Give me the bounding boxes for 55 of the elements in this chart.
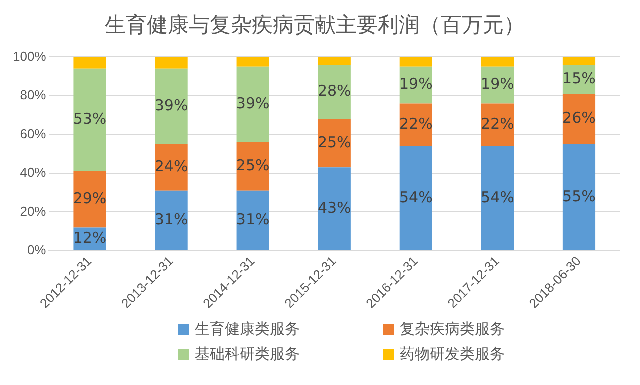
bar <box>236 142 270 191</box>
bar <box>155 68 188 144</box>
legend-label: 生育健康类服务 <box>195 320 300 339</box>
data-label: 19% <box>399 75 433 94</box>
bar <box>481 57 514 67</box>
bar <box>155 57 188 69</box>
data-label: 28% <box>318 82 352 100</box>
data-label: 53% <box>73 110 107 128</box>
bar <box>74 172 106 228</box>
legend-label: 药物研发类服务 <box>400 345 505 364</box>
bar <box>236 190 270 250</box>
bar <box>236 57 270 67</box>
data-label: 43% <box>318 198 352 217</box>
data-label: 54% <box>481 188 514 206</box>
bar <box>318 168 351 250</box>
data-label: 55% <box>562 187 596 206</box>
bar <box>400 57 432 67</box>
data-label: 19% <box>481 75 514 94</box>
y-tick-label: 20% <box>20 204 47 219</box>
data-label: 25% <box>236 156 270 175</box>
legend-label: 基础科研类服务 <box>195 345 300 364</box>
bar <box>74 68 106 172</box>
chart-title: 生育健康与复杂疾病贡献主要利润（百万元） <box>105 13 525 38</box>
y-tick-label: 40% <box>20 165 47 180</box>
bar <box>400 104 432 146</box>
bar <box>318 119 351 168</box>
bar <box>562 94 596 144</box>
bar <box>562 57 596 65</box>
data-label: 31% <box>154 210 188 229</box>
data-label: 12% <box>73 228 107 247</box>
data-label: 31% <box>236 210 270 229</box>
y-tick-label: 100% <box>13 48 47 64</box>
bar <box>155 144 188 191</box>
bar <box>155 190 188 250</box>
data-label: 22% <box>399 114 433 133</box>
data-label: 26% <box>562 109 596 128</box>
bar <box>562 144 596 250</box>
bar <box>481 146 514 250</box>
bar <box>318 64 351 120</box>
data-label: 39% <box>236 94 270 113</box>
bar <box>236 66 270 142</box>
bar <box>400 146 432 250</box>
data-label: 25% <box>318 133 352 152</box>
y-tick-label: 80% <box>20 88 47 103</box>
data-label: 15% <box>562 69 596 88</box>
data-label: 22% <box>481 114 514 133</box>
data-label: 24% <box>154 158 188 176</box>
bar <box>318 57 351 65</box>
y-tick-label: 0% <box>27 242 47 258</box>
data-label: 29% <box>73 189 107 208</box>
legend-label: 复杂疾病类服务 <box>400 320 505 339</box>
bar <box>74 57 106 69</box>
data-label: 39% <box>154 96 188 114</box>
y-tick-label: 60% <box>20 126 47 142</box>
data-label: 54% <box>399 188 433 206</box>
